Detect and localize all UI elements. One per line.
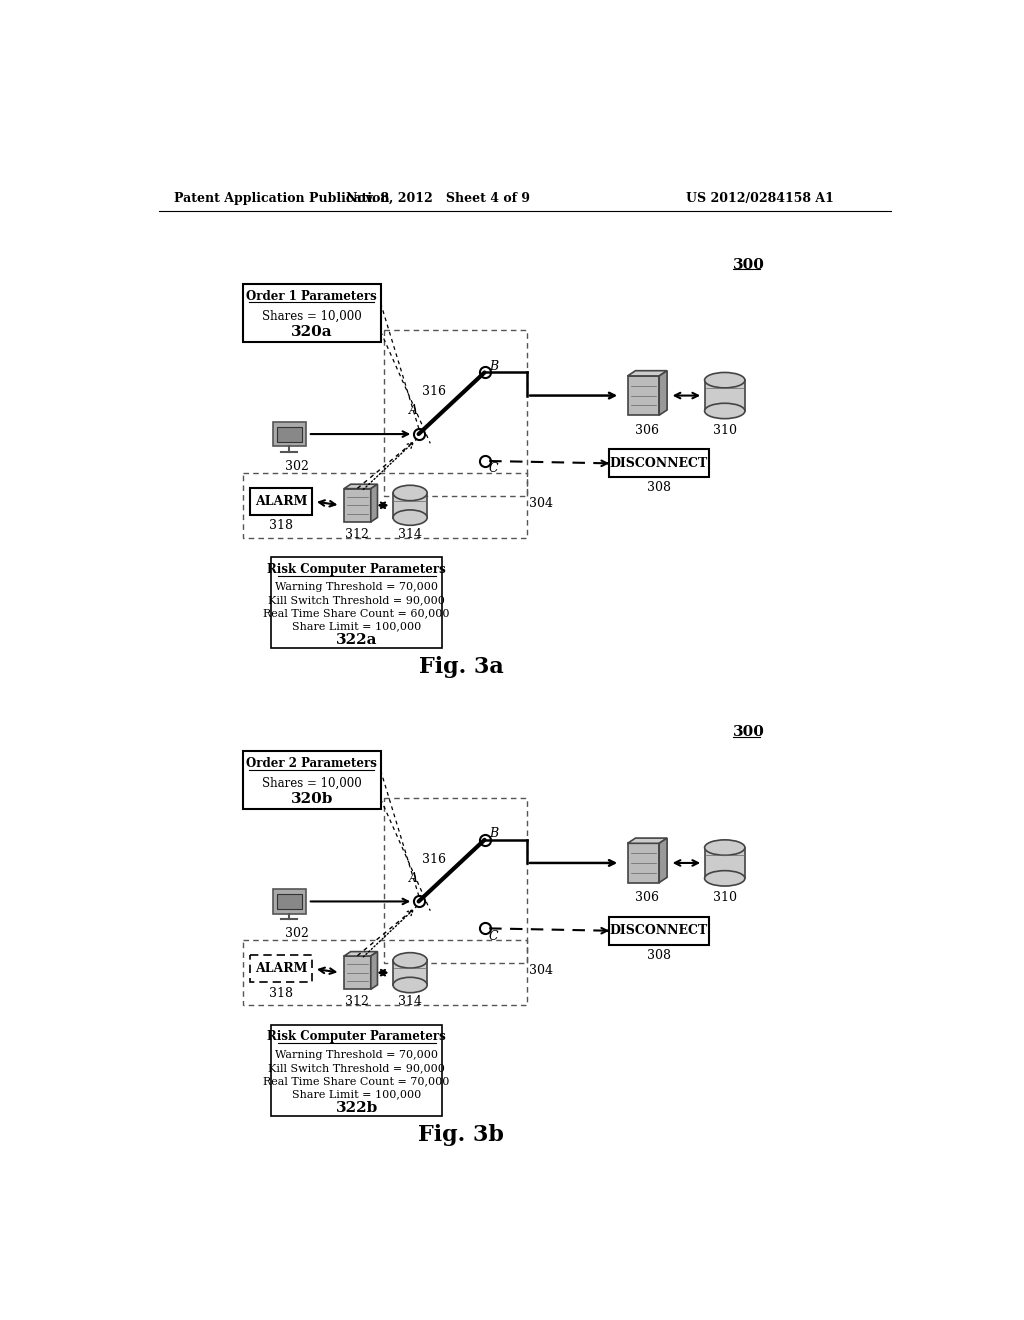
Text: B: B: [489, 360, 499, 372]
Ellipse shape: [393, 510, 427, 525]
Polygon shape: [344, 484, 378, 488]
Text: Patent Application Publication: Patent Application Publication: [174, 191, 390, 205]
Text: 308: 308: [647, 482, 671, 495]
Ellipse shape: [705, 372, 744, 388]
Ellipse shape: [393, 486, 427, 500]
Text: 314: 314: [398, 995, 422, 1008]
Text: 312: 312: [345, 995, 370, 1008]
Polygon shape: [371, 484, 378, 521]
Text: B: B: [489, 828, 499, 841]
FancyBboxPatch shape: [251, 956, 312, 982]
FancyBboxPatch shape: [243, 751, 381, 809]
Text: A: A: [409, 871, 418, 884]
Text: A: A: [409, 404, 418, 417]
Text: C: C: [489, 462, 499, 475]
Ellipse shape: [705, 840, 744, 855]
Text: Warning Threshold = 70,000: Warning Threshold = 70,000: [275, 582, 438, 593]
FancyBboxPatch shape: [272, 421, 306, 446]
Text: Real Time Share Count = 60,000: Real Time Share Count = 60,000: [263, 609, 450, 619]
Text: 310: 310: [713, 424, 736, 437]
Ellipse shape: [393, 977, 427, 993]
Text: 322a: 322a: [336, 634, 378, 647]
FancyBboxPatch shape: [276, 426, 301, 441]
FancyBboxPatch shape: [705, 380, 744, 411]
Text: 302: 302: [285, 927, 309, 940]
Text: DISCONNECT: DISCONNECT: [609, 457, 708, 470]
Text: ALARM: ALARM: [255, 962, 307, 975]
Text: 306: 306: [635, 424, 659, 437]
Text: 320b: 320b: [291, 792, 333, 807]
Text: 314: 314: [398, 528, 422, 541]
Ellipse shape: [393, 953, 427, 968]
FancyBboxPatch shape: [271, 557, 442, 648]
Text: 318: 318: [269, 986, 294, 999]
Text: Nov. 8, 2012   Sheet 4 of 9: Nov. 8, 2012 Sheet 4 of 9: [346, 191, 530, 205]
Polygon shape: [628, 838, 667, 843]
Text: Kill Switch Threshold = 90,000: Kill Switch Threshold = 90,000: [268, 1063, 445, 1073]
FancyBboxPatch shape: [251, 488, 312, 515]
Text: ALARM: ALARM: [255, 495, 307, 508]
Text: 316: 316: [422, 853, 446, 866]
Text: 300: 300: [732, 257, 764, 272]
FancyBboxPatch shape: [344, 956, 371, 989]
FancyBboxPatch shape: [243, 284, 381, 342]
Text: 306: 306: [635, 891, 659, 904]
FancyBboxPatch shape: [628, 376, 659, 416]
Text: 304: 304: [529, 964, 553, 977]
FancyBboxPatch shape: [628, 843, 659, 883]
FancyBboxPatch shape: [344, 488, 371, 521]
FancyBboxPatch shape: [608, 917, 710, 945]
Text: Real Time Share Count = 70,000: Real Time Share Count = 70,000: [263, 1076, 450, 1086]
Text: 308: 308: [647, 949, 671, 962]
Text: Order 2 Parameters: Order 2 Parameters: [246, 758, 377, 770]
Text: 320a: 320a: [291, 325, 333, 339]
Text: Risk Computer Parameters: Risk Computer Parameters: [267, 1031, 446, 1044]
FancyBboxPatch shape: [276, 894, 301, 909]
Text: Warning Threshold = 70,000: Warning Threshold = 70,000: [275, 1049, 438, 1060]
Ellipse shape: [705, 404, 744, 418]
Text: 310: 310: [713, 891, 736, 904]
FancyBboxPatch shape: [608, 449, 710, 478]
FancyBboxPatch shape: [271, 1024, 442, 1115]
Text: 318: 318: [269, 519, 294, 532]
Text: Shares = 10,000: Shares = 10,000: [262, 310, 361, 323]
Text: Fig. 3b: Fig. 3b: [419, 1123, 504, 1146]
FancyBboxPatch shape: [705, 847, 744, 878]
Polygon shape: [344, 952, 378, 956]
Polygon shape: [628, 371, 667, 376]
Text: 312: 312: [345, 528, 370, 541]
Text: Share Limit = 100,000: Share Limit = 100,000: [292, 1089, 421, 1100]
Text: US 2012/0284158 A1: US 2012/0284158 A1: [686, 191, 834, 205]
Text: 300: 300: [732, 725, 764, 739]
Ellipse shape: [705, 871, 744, 886]
Text: 302: 302: [285, 459, 309, 473]
Text: 316: 316: [422, 385, 446, 399]
Text: 304: 304: [529, 496, 553, 510]
Text: C: C: [489, 929, 499, 942]
FancyBboxPatch shape: [272, 888, 306, 913]
Polygon shape: [659, 371, 667, 416]
Text: Fig. 3a: Fig. 3a: [419, 656, 504, 677]
Text: Order 1 Parameters: Order 1 Parameters: [247, 289, 377, 302]
Text: 322b: 322b: [336, 1101, 378, 1115]
FancyBboxPatch shape: [393, 961, 427, 985]
Text: Share Limit = 100,000: Share Limit = 100,000: [292, 622, 421, 631]
Polygon shape: [659, 838, 667, 883]
Polygon shape: [371, 952, 378, 989]
FancyBboxPatch shape: [393, 492, 427, 517]
Text: DISCONNECT: DISCONNECT: [609, 924, 708, 937]
Text: Shares = 10,000: Shares = 10,000: [262, 777, 361, 791]
Text: Risk Computer Parameters: Risk Computer Parameters: [267, 564, 446, 576]
Text: Kill Switch Threshold = 90,000: Kill Switch Threshold = 90,000: [268, 595, 445, 606]
